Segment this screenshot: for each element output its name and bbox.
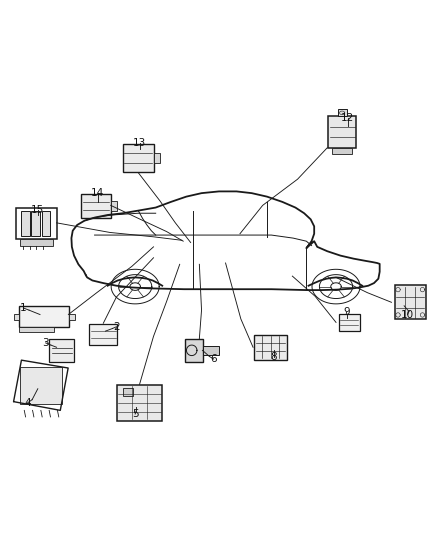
Text: 9: 9 [343,308,350,317]
Text: 6: 6 [210,354,217,364]
Bar [16,208,57,239]
Bar [154,153,160,164]
Text: 3: 3 [42,338,49,348]
Text: 4: 4 [25,398,31,408]
Bar [89,324,117,345]
Bar [185,339,203,362]
Text: 13: 13 [133,139,146,148]
Bar [338,109,347,116]
Text: 14: 14 [91,188,104,198]
Bar [254,335,287,360]
Bar [20,239,53,246]
Bar [117,385,162,421]
Text: 15: 15 [31,205,44,215]
Text: 5: 5 [132,409,138,419]
Text: 2: 2 [113,322,120,332]
Bar [81,194,111,218]
Bar [395,285,426,319]
Text: 1: 1 [20,303,27,313]
Bar [339,314,360,330]
Bar [14,313,19,320]
Text: 8: 8 [270,352,277,362]
Bar [328,116,357,148]
Bar [203,346,219,354]
Bar [19,306,70,327]
Bar [20,367,62,404]
Bar [123,144,154,172]
Bar [111,201,117,212]
Text: 10: 10 [401,310,414,319]
Bar [332,148,352,154]
Bar [19,327,54,332]
Bar [49,339,74,362]
Bar [123,388,133,395]
Text: 12: 12 [341,113,354,123]
Bar [42,212,50,236]
Bar [31,212,40,236]
Bar [70,313,75,320]
Bar [21,212,29,236]
